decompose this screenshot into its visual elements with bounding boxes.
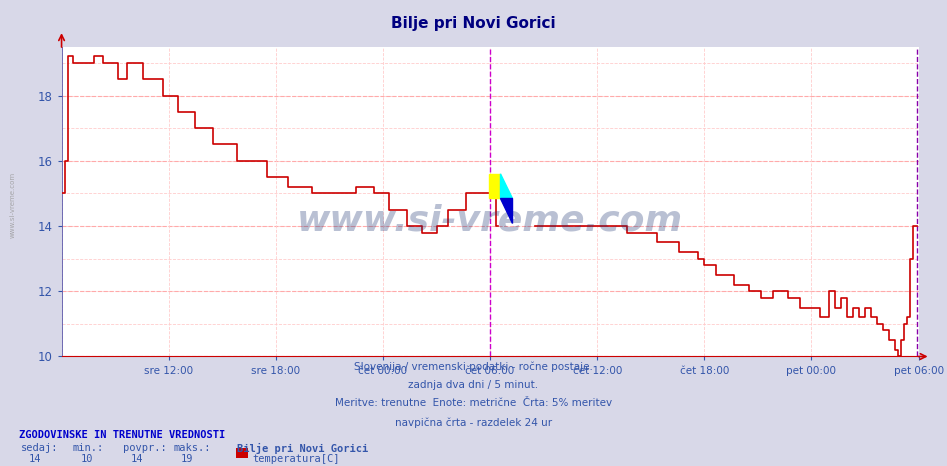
Bar: [489, 174, 500, 199]
Text: sedaj:: sedaj:: [21, 443, 59, 452]
Text: povpr.:: povpr.:: [123, 443, 167, 452]
Text: temperatura[C]: temperatura[C]: [252, 454, 339, 464]
Text: 14: 14: [28, 454, 41, 464]
Text: Slovenija / vremenski podatki - ročne postaje.: Slovenija / vremenski podatki - ročne po…: [354, 361, 593, 372]
Polygon shape: [500, 199, 512, 223]
Text: maks.:: maks.:: [173, 443, 211, 452]
Text: Meritve: trenutne  Enote: metrične  Črta: 5% meritev: Meritve: trenutne Enote: metrične Črta: …: [335, 398, 612, 408]
Text: 10: 10: [80, 454, 93, 464]
Text: Bilje pri Novi Gorici: Bilje pri Novi Gorici: [391, 16, 556, 31]
Text: navpična črta - razdelek 24 ur: navpična črta - razdelek 24 ur: [395, 417, 552, 428]
Text: zadnja dva dni / 5 minut.: zadnja dva dni / 5 minut.: [408, 380, 539, 390]
Text: www.si-vreme.com: www.si-vreme.com: [297, 203, 683, 237]
Text: min.:: min.:: [73, 443, 104, 452]
Text: ZGODOVINSKE IN TRENUTNE VREDNOSTI: ZGODOVINSKE IN TRENUTNE VREDNOSTI: [19, 430, 225, 439]
Text: 14: 14: [131, 454, 143, 464]
Text: www.si-vreme.com: www.si-vreme.com: [9, 172, 15, 238]
Polygon shape: [500, 174, 512, 199]
Text: 19: 19: [181, 454, 193, 464]
Text: Bilje pri Novi Gorici: Bilje pri Novi Gorici: [237, 443, 368, 454]
